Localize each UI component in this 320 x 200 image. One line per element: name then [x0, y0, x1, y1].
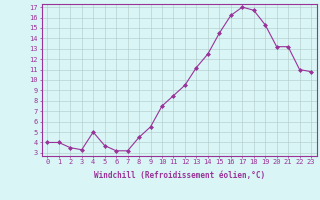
X-axis label: Windchill (Refroidissement éolien,°C): Windchill (Refroidissement éolien,°C) [94, 171, 265, 180]
